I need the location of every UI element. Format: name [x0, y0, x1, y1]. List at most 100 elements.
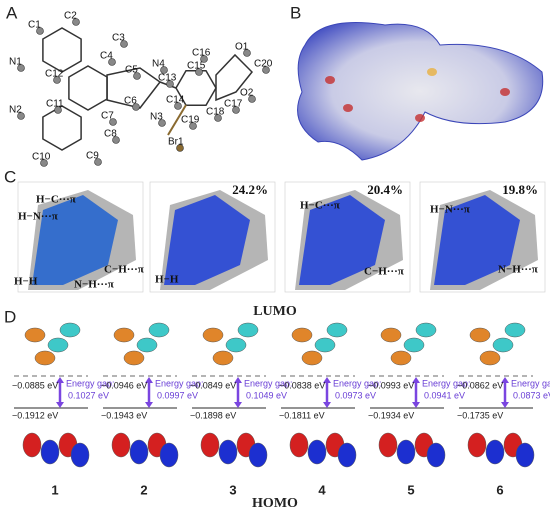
lumo-lobe [492, 337, 514, 353]
homo-lobe [159, 442, 179, 468]
homo-lobe [40, 439, 60, 465]
arrow-head [145, 402, 153, 408]
gap-label: Energy gap: [244, 378, 293, 388]
atom-label: C11 [46, 99, 64, 110]
gap-label: Energy gap: [511, 378, 550, 388]
gap-label: Energy gap: [333, 378, 382, 388]
fingerprint-blue [32, 195, 118, 285]
atom-ball [53, 76, 61, 84]
atom-ball [189, 122, 197, 130]
atom-ball [40, 159, 48, 167]
atom-ball [248, 95, 256, 103]
lumo-energy: −0.0993 eV [368, 380, 414, 390]
compound-number: 2 [140, 482, 147, 497]
arrow-head [56, 402, 64, 408]
atom-label: O2 [240, 88, 254, 99]
homo-energy: −0.1735 eV [457, 410, 503, 420]
surface-spot [325, 76, 335, 84]
arrow-head [234, 402, 242, 408]
interaction-label: N−H···π [498, 264, 538, 276]
atom-ball [232, 106, 240, 114]
atom-ball [176, 144, 184, 152]
homo-lobe [396, 439, 416, 465]
atom-ball [132, 103, 140, 111]
atom-ball [158, 119, 166, 127]
lumo-lobe [123, 350, 145, 366]
lumo-lobe [59, 322, 81, 338]
atom-ball [17, 64, 25, 72]
arrow-head [323, 402, 331, 408]
fingerprint-blue [434, 195, 520, 285]
atom-ball [200, 55, 208, 63]
lumo-lobe [403, 337, 425, 353]
homo-lobe [218, 439, 238, 465]
lumo-lobe [469, 327, 491, 343]
atom-ball [160, 66, 168, 74]
compound-number: 1 [51, 482, 58, 497]
lumo-energy: −0.0838 eV [279, 380, 325, 390]
compound-number: 4 [318, 482, 326, 497]
lumo-energy: −0.0946 eV [101, 380, 147, 390]
atom-ball [36, 27, 44, 35]
arrow-head [323, 377, 331, 383]
compound-number: 3 [229, 482, 236, 497]
lumo-energy: −0.0849 eV [190, 380, 236, 390]
homo-lobe [22, 432, 42, 458]
homo-lobe [248, 442, 268, 468]
atom-label: C17 [224, 99, 243, 110]
arrow-head [234, 377, 242, 383]
atom-ball [195, 68, 203, 76]
atom-label: C2 [64, 11, 77, 22]
dioxole [215, 53, 254, 102]
gap-label: Energy gap: [422, 378, 471, 388]
lumo-lobe [148, 322, 170, 338]
homo-lobe [426, 442, 446, 468]
interaction-label: H−N···π [430, 204, 470, 216]
lumo-lobe [479, 350, 501, 366]
atom-label: C4 [100, 51, 113, 62]
atom-label: N3 [150, 112, 163, 123]
atom-label: C13 [158, 73, 177, 84]
atom-ball [243, 49, 251, 57]
lumo-energy: −0.0862 eV [457, 380, 503, 390]
arrow-head [56, 377, 64, 383]
lumo-lobe [212, 350, 234, 366]
imidazole [106, 67, 162, 109]
homo-lobe [515, 442, 535, 468]
atom-ball [72, 18, 80, 26]
homo-lobe [378, 432, 398, 458]
interaction-label: H−H [155, 274, 179, 286]
homo-lobe [467, 432, 487, 458]
lumo-lobe [24, 327, 46, 343]
homo-energy: −0.1811 eV [279, 410, 325, 420]
lumo-lobe [34, 350, 56, 366]
gap-value: 0.1027 eV [68, 390, 109, 400]
homo-lobe [289, 432, 309, 458]
lumo-lobe [113, 327, 135, 343]
lumo-lobe [291, 327, 313, 343]
gap-value: 0.0997 eV [157, 390, 198, 400]
lumo-lobe [136, 337, 158, 353]
surface-spot [427, 68, 437, 76]
fingerprint-blue [299, 195, 385, 285]
ring [42, 27, 82, 73]
panel-label: C [4, 167, 16, 186]
gap-value: 0.0973 eV [335, 390, 376, 400]
atom-label: O1 [235, 42, 249, 53]
interaction-label: H−H [14, 276, 38, 288]
atom-ball [109, 118, 117, 126]
atom-ball [174, 102, 182, 110]
lumo-lobe [237, 322, 259, 338]
lumo-lobe [47, 337, 69, 353]
atom-label: C5 [125, 65, 138, 76]
panel-label: B [290, 3, 301, 22]
arrow-head [412, 377, 420, 383]
atom-label: C3 [112, 33, 125, 44]
lumo-energy: −0.0885 eV [12, 380, 58, 390]
atom-ball [54, 106, 62, 114]
percentage: 19.8% [502, 182, 538, 197]
ring [42, 105, 82, 151]
interaction-label: H−C···π [36, 194, 76, 206]
atom-ball [166, 80, 174, 88]
homo-energy: −0.1912 eV [12, 410, 58, 420]
